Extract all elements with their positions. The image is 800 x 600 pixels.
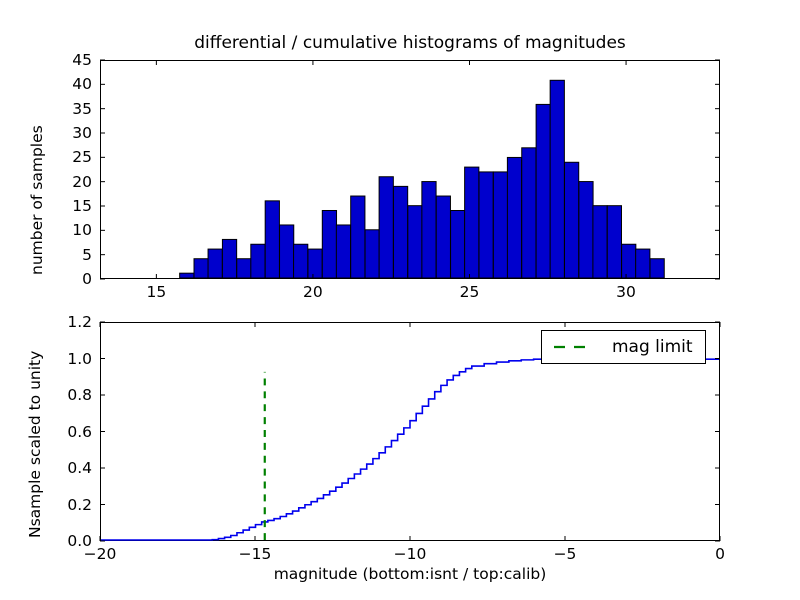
top-xtick-label: 15 — [126, 285, 186, 301]
top-xtick-label: 25 — [439, 285, 499, 301]
x-axis-label: magnitude (bottom:isnt / top:calib) — [100, 565, 720, 583]
bottom-ytick-label: 1.0 — [40, 352, 92, 368]
top-xtick-label: 30 — [596, 285, 656, 301]
legend-label-mag-limit: mag limit — [612, 337, 693, 357]
top-ytick-label: 10 — [40, 223, 92, 239]
top-ytick-label: 25 — [40, 150, 92, 166]
matplotlib-figure: differential / cumulative histograms of … — [0, 0, 800, 600]
top-ytick-label: 35 — [40, 102, 92, 118]
top-ytick-label: 0 — [40, 272, 92, 288]
top-xtick-label: 20 — [283, 285, 343, 301]
bottom-ytick-label: 0.2 — [40, 498, 92, 514]
figure-title: differential / cumulative histograms of … — [100, 33, 720, 53]
bottom-ytick-label: 0.6 — [40, 425, 92, 441]
bottom-xtick-label: −5 — [535, 547, 595, 563]
top-ytick-label: 40 — [40, 77, 92, 93]
top-ytick-label: 15 — [40, 199, 92, 215]
top-ytick-label: 30 — [40, 126, 92, 142]
top-y-axis-label: number of samples — [28, 125, 46, 275]
top-ytick-label: 5 — [40, 248, 92, 264]
bottom-xtick-label: −15 — [225, 547, 285, 563]
bottom-ytick-label: 1.2 — [40, 315, 92, 331]
bottom-ytick-label: 0.4 — [40, 461, 92, 477]
top-axes-ticks — [100, 60, 720, 279]
bottom-xtick-label: −20 — [70, 547, 130, 563]
bottom-y-axis-label: Nsample scaled to unity — [26, 351, 44, 538]
bottom-xtick-label: −10 — [380, 547, 440, 563]
top-ytick-label: 20 — [40, 175, 92, 191]
mag-limit-line-swatch-icon — [552, 341, 596, 353]
bottom-xtick-label: 0 — [690, 547, 750, 563]
bottom-ytick-label: 0.8 — [40, 388, 92, 404]
top-ytick-label: 45 — [40, 53, 92, 69]
legend[interactable]: mag limit — [541, 330, 706, 364]
